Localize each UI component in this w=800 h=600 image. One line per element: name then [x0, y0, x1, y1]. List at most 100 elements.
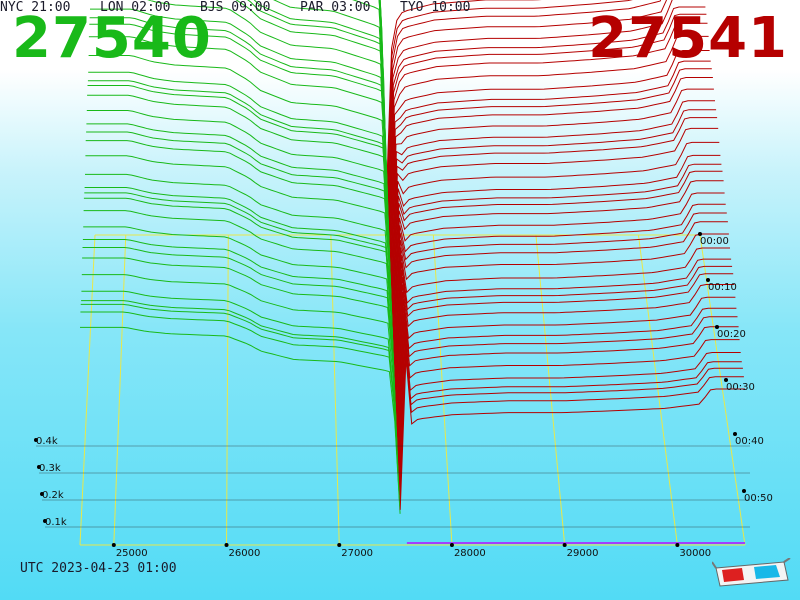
city-clock-lon: LON 02:00 — [100, 0, 171, 15]
city-clock-par: PAR 03:00 — [300, 0, 371, 15]
x-tick-dot — [337, 543, 342, 547]
ask-depth-line — [385, 0, 542, 200]
y-tick-label: 0.1k — [45, 517, 67, 528]
ask-depth-line — [386, 0, 662, 215]
x-tick-label: 26000 — [229, 548, 261, 559]
y-tick-label: 0.2k — [42, 490, 64, 501]
bid-depth-line — [87, 85, 394, 359]
bid-depth-line — [80, 326, 401, 514]
ask-depth-line — [396, 291, 736, 444]
bid-depth-line — [84, 187, 397, 418]
ask-depth-line — [393, 203, 726, 378]
ask-depth-line — [393, 192, 725, 370]
ask-depth-line — [397, 299, 737, 451]
bid-depth-line — [86, 110, 395, 374]
bid-depth-line — [247, 0, 391, 286]
x-tick-label: 25000 — [116, 548, 148, 559]
ask-depth-line — [398, 321, 740, 474]
ask-depth-line — [398, 336, 742, 488]
city-clock-tyo: TYO 10:00 — [400, 0, 471, 15]
z-tick-label: 00:10 — [708, 282, 737, 293]
x-gridline — [113, 234, 127, 546]
bid-depth-line — [84, 192, 397, 426]
x-tick-dot — [224, 543, 229, 547]
z-tick-dot — [706, 278, 710, 282]
ask-depth-line — [392, 170, 723, 355]
bid-depth-line — [86, 123, 395, 381]
bid-depth-line — [88, 36, 393, 330]
bid-depth-line — [378, 0, 388, 234]
ask-depth-line — [397, 313, 739, 466]
ask-depth-line — [395, 265, 733, 422]
left-edge — [79, 234, 96, 546]
bid-price: 27540 — [12, 6, 212, 71]
ask-depth-line — [390, 88, 714, 296]
z-tick-dot — [715, 325, 719, 329]
ask-depth-line — [389, 68, 712, 282]
bid-depth-line — [85, 155, 396, 404]
bid-depth-line — [87, 80, 394, 352]
y-tick-label: 0.4k — [36, 436, 58, 447]
x-tick-dot — [675, 543, 680, 547]
bid-depth-line — [83, 197, 397, 433]
ask-depth-line — [390, 109, 717, 311]
bid-depth-line — [379, 0, 388, 219]
bid-depth-line — [253, 0, 390, 278]
right-edge — [699, 234, 746, 546]
ask-depth-line — [387, 6, 706, 237]
bid-depth-line — [81, 290, 400, 485]
ask-depth-line — [396, 273, 734, 429]
z-tick-label: 00:00 — [700, 236, 729, 247]
bid-depth-line — [82, 239, 398, 455]
x-tick-dot — [449, 543, 454, 547]
bid-depth-line — [86, 131, 395, 389]
ask-depth-line — [392, 163, 722, 348]
ask-depth-line — [388, 35, 709, 259]
ask-depth-line — [392, 154, 721, 341]
y-tick-dot — [40, 492, 44, 496]
ask-depth-line — [386, 0, 633, 208]
bid-depth-line — [81, 300, 400, 492]
ask-depth-line — [388, 50, 710, 267]
x-tick-label: 28000 — [454, 548, 486, 559]
bid-depth-line — [88, 71, 393, 345]
ask-depth-line — [386, 0, 668, 223]
ask-depth-line — [399, 343, 743, 496]
ask-depth-line — [395, 258, 732, 414]
bid-depth-line — [81, 274, 399, 477]
ask-depth-line — [399, 358, 745, 510]
z-tick-dot — [742, 489, 746, 493]
world-clocks: NYC 21:00 LON 02:00 BJS 09:00 PAR 03:00 … — [0, 0, 520, 16]
ask-depth-line — [389, 77, 713, 289]
city-clock-bjs: BJS 09:00 — [200, 0, 271, 15]
bid-depth-line — [87, 94, 394, 367]
ask-depth-line — [388, 22, 708, 252]
x-tick-label: 27000 — [341, 548, 373, 559]
ask-depth-line — [396, 284, 735, 437]
bid-depth-line — [378, 0, 389, 249]
bid-depth-line — [273, 0, 390, 271]
z-tick-label: 00:50 — [744, 493, 773, 504]
ask-depth-line — [391, 117, 718, 319]
bid-depth-line — [90, 8, 392, 308]
bid-depth-line — [83, 210, 398, 441]
bid-depth-line — [235, 0, 391, 293]
x-tick-label: 30000 — [679, 548, 711, 559]
x-gridline — [535, 234, 566, 546]
bid-depth-line — [80, 303, 400, 500]
ask-depth-line — [390, 100, 715, 304]
bid-depth-line — [88, 55, 393, 337]
ask-depth-line — [395, 247, 730, 407]
ask-depth-line — [394, 221, 728, 392]
y-tick-dot — [37, 465, 41, 469]
y-tick-label: 0.3k — [39, 463, 61, 474]
ask-price: 27541 — [588, 6, 788, 71]
bid-depth-line — [82, 257, 399, 470]
y-tick-dot — [34, 438, 38, 442]
x-tick-dot — [562, 543, 567, 547]
ask-depth-line — [391, 141, 720, 333]
city-clock-nyc: NYC 21:00 — [0, 0, 71, 15]
3d-glasses-icon[interactable] — [712, 558, 792, 594]
ask-depth-line — [387, 13, 707, 245]
